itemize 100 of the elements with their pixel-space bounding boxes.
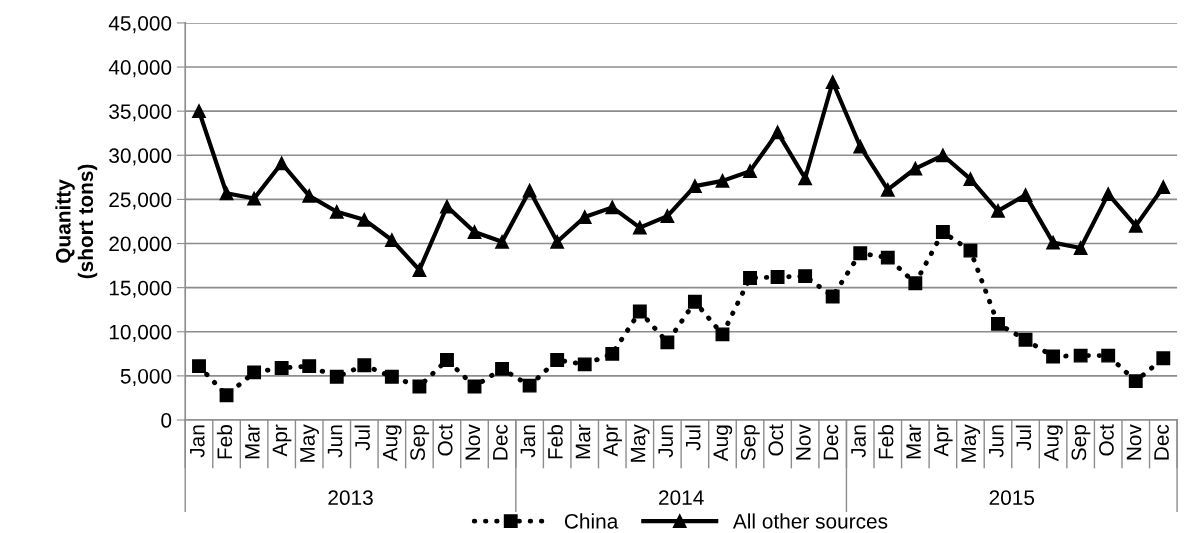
x-tick-label: Mar [245, 424, 260, 459]
point [577, 357, 592, 372]
point [1101, 348, 1116, 363]
point [605, 200, 620, 215]
point [991, 203, 1005, 218]
legend-label: All other sources [732, 513, 888, 529]
point [440, 353, 454, 367]
point [1018, 188, 1033, 202]
x-tick-label: Mar [575, 424, 591, 459]
point [495, 361, 510, 376]
point [357, 358, 372, 373]
x-tick-label: Jul [354, 425, 370, 451]
point [274, 360, 289, 375]
x-tick-label: Dec [493, 424, 508, 460]
x-tick-label: Aug [1044, 425, 1063, 462]
point [577, 210, 592, 224]
y-tick-label: 35,000 [109, 104, 172, 122]
point [935, 225, 950, 239]
point [247, 191, 262, 206]
point [467, 225, 482, 239]
x-tick-label: Jan [520, 425, 536, 458]
point [329, 204, 344, 219]
y-tick-label: 30,000 [109, 148, 172, 166]
x-tick-label: Aug [382, 425, 402, 462]
x-tick-label: Sep [740, 425, 760, 461]
point [825, 75, 840, 89]
x-tick-label: May [300, 424, 319, 462]
point [247, 365, 262, 380]
x-tick-label: Jun [327, 425, 343, 458]
point [522, 378, 537, 393]
y-tick-label: 0 [161, 413, 172, 428]
x-tick-label: Oct [768, 424, 784, 456]
point [192, 104, 206, 119]
point [302, 359, 317, 374]
y-tick-label: 5,000 [120, 368, 172, 387]
point [935, 148, 950, 163]
x-tick-label: Feb [547, 425, 563, 459]
point [632, 304, 647, 319]
point [274, 156, 289, 171]
point [770, 270, 785, 284]
point [853, 246, 868, 261]
x-tick-label: Sep [410, 425, 430, 461]
x-tick-label: Dec [823, 424, 839, 460]
point [715, 327, 730, 342]
text: 2013 [328, 490, 373, 506]
point [522, 183, 537, 198]
point [384, 233, 399, 247]
x-tick-label: Oct [437, 424, 453, 456]
point [743, 270, 757, 285]
point [880, 250, 895, 265]
x-tick-label: Jan [851, 425, 866, 458]
y-tick-label: 45,000 [108, 15, 172, 34]
x-tick-label: May [630, 424, 650, 462]
point [743, 164, 757, 179]
point [1101, 187, 1116, 202]
point [963, 172, 978, 187]
point [1046, 349, 1061, 364]
point [329, 369, 344, 384]
point [853, 139, 868, 154]
x-tick-label: Jun [658, 425, 673, 458]
point [219, 186, 234, 201]
legend-label: China [564, 513, 619, 529]
point [1018, 332, 1033, 347]
y-axis-title: Quanitty (short tons) [55, 164, 98, 279]
x-tick-label: Feb [878, 425, 894, 459]
text: 2014 [659, 490, 704, 506]
point [770, 125, 785, 140]
point [302, 188, 317, 203]
point [412, 379, 427, 394]
point [880, 182, 895, 197]
x-tick-label: Jan [190, 425, 205, 458]
y-tick-label: 10,000 [109, 324, 172, 342]
point [219, 388, 234, 403]
point [1073, 240, 1088, 255]
point [963, 243, 978, 258]
x-tick-label: Apr [272, 424, 292, 457]
point [440, 199, 454, 214]
point [687, 294, 702, 309]
x-tick-label: Feb [216, 425, 233, 459]
point [550, 234, 565, 249]
point [357, 212, 372, 227]
point [908, 276, 923, 291]
point [825, 289, 840, 304]
point [192, 359, 206, 374]
point [1156, 180, 1171, 194]
point [1156, 351, 1171, 366]
point [798, 171, 813, 186]
x-tick-label: Mar [906, 424, 921, 459]
point [798, 269, 813, 284]
point [687, 179, 702, 194]
x-tick-label: Nov [465, 424, 481, 460]
x-tick-label: Jun [989, 425, 1004, 458]
point [660, 335, 675, 350]
x-tick-label: Sep [1071, 425, 1091, 461]
y-tick-label: 20,000 [109, 236, 172, 254]
point [384, 369, 399, 384]
point [632, 220, 647, 235]
x-tick-label: May [961, 424, 981, 462]
x-tick-label: Dec [1154, 424, 1169, 460]
text: 2015 [989, 490, 1035, 506]
